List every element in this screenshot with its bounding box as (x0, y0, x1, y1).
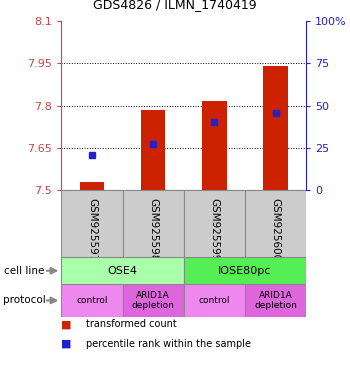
Bar (80, 182, 104, 190)
Text: ■: ■ (61, 339, 72, 349)
Text: GSM925599: GSM925599 (209, 198, 219, 262)
Bar (184, 190, 245, 257)
Text: IOSE80pc: IOSE80pc (218, 266, 272, 276)
Bar (263, 66, 288, 190)
Bar (122, 190, 184, 257)
Text: control: control (76, 296, 108, 305)
Text: control: control (199, 296, 230, 305)
Text: protocol: protocol (4, 295, 46, 306)
Bar (245, 190, 306, 257)
Text: GSM925600: GSM925600 (271, 198, 281, 261)
Bar (184, 257, 306, 284)
Bar (122, 284, 184, 317)
Text: ■: ■ (61, 319, 72, 329)
Text: transformed count: transformed count (86, 319, 176, 329)
Bar (61, 190, 122, 257)
Text: ARID1A
depletion: ARID1A depletion (254, 291, 297, 310)
Text: GSM925597: GSM925597 (87, 198, 97, 262)
Bar (141, 110, 165, 190)
Text: GSM925598: GSM925598 (148, 198, 158, 262)
Bar (202, 101, 227, 190)
Text: OSE4: OSE4 (107, 266, 138, 276)
Text: cell line: cell line (4, 266, 44, 276)
Text: percentile rank within the sample: percentile rank within the sample (86, 339, 251, 349)
Text: GDS4826 / ILMN_1740419: GDS4826 / ILMN_1740419 (93, 0, 257, 12)
Bar (61, 257, 184, 284)
Text: ARID1A
depletion: ARID1A depletion (132, 291, 175, 310)
Bar (184, 284, 245, 317)
Bar (245, 284, 306, 317)
Bar (61, 284, 122, 317)
